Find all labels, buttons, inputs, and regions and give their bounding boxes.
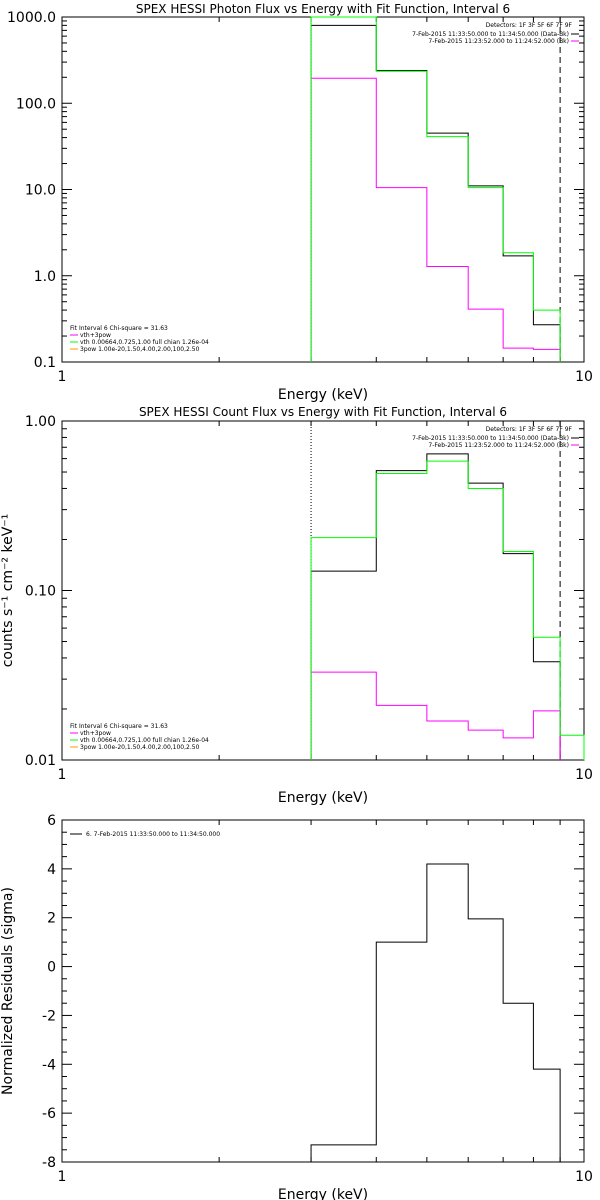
legend-right-text-2: 7-Feb-2015 11:23:52.000 to 11:24:52.000 … (428, 38, 569, 45)
y-tick-label--8: -8 (42, 1155, 56, 1171)
y-tick-label-10.0: 10.0 (25, 183, 56, 199)
legend-right-text-2: 7-Feb-2015 11:23:52.000 to 11:24:52.000 … (428, 442, 569, 449)
legend-right-text-1: 7-Feb-2015 11:33:50.000 to 11:34:50.000 … (412, 31, 569, 38)
legend-right-text-1: 7-Feb-2015 11:33:50.000 to 11:34:50.000 … (412, 435, 569, 442)
y-tick-label-0.10: 0.10 (25, 584, 56, 600)
y-tick-label--2: -2 (42, 1008, 56, 1024)
y-tick-label-2: 2 (47, 911, 56, 927)
legend-left-text-4: 3pow 1.00e-20,1.50,4.00,2.00,100,2.50 (80, 744, 200, 751)
x-tick-label-1: 1 (58, 369, 67, 385)
y-tick-label-1.00: 1.00 (25, 414, 56, 430)
x-tick-label-10: 10 (575, 369, 593, 385)
panel-3: 1 10 6 4 2 0 -2 -4 -6 -8 Energy (keV) Normalized Re… (0, 813, 593, 1200)
x-axis-label: Energy (keV) (278, 790, 368, 806)
panel-2: 1 10 1.00 0.10 0.01 SPEX HESSI Count Flux vs … (0, 405, 593, 806)
panel-1: 1 10 1000.0 100.0 10.0 1.0 0.1 SPEX HESSI Photo… (7, 2, 593, 403)
series-vth-3pow-line (310, 16, 561, 362)
plot-frame (61, 16, 585, 363)
series-bk-line (310, 77, 561, 362)
x-tick-label-1: 1 (58, 1169, 67, 1185)
y-tick-label--6: -6 (42, 1106, 56, 1122)
plot-frame (61, 420, 585, 761)
y-tick-label--4: -4 (42, 1057, 56, 1073)
series-vth-3pow-line (310, 460, 585, 760)
legend-left-text-4: 3pow 1.00e-20,1.50,4.00,2.00,100,2.50 (80, 346, 200, 353)
chart-title: SPEX HESSI Photon Flux vs Energy with Fi… (136, 2, 510, 16)
y-tick-label-1.0: 1.0 (34, 269, 56, 285)
y-tick-label-0.1: 0.1 (34, 355, 56, 371)
series-data-bk-line (310, 453, 561, 760)
plot-frame (61, 819, 585, 1163)
y-tick-label-1000.0: 1000.0 (7, 10, 56, 26)
legend-left-text-2: vth+3pow (80, 730, 111, 737)
x-tick-label-10: 10 (575, 1169, 593, 1185)
y-tick-label-4: 4 (47, 862, 56, 878)
x-tick-label-10: 10 (575, 767, 593, 783)
series-residuals-line (310, 863, 561, 1162)
series-bk-line (310, 671, 561, 760)
detectors-text: Detectors: 1F 3F 5F 6F 7F 9F (486, 426, 573, 433)
y-axis-label: counts s⁻¹ cm⁻² keV⁻¹ (0, 514, 16, 668)
legend-left-text-2: vth+3pow (80, 332, 111, 339)
legend-left-text-1: 6. 7-Feb-2015 11:33:50.000 to 11:34:50.0… (86, 831, 220, 838)
x-axis-label: Energy (keV) (278, 1187, 368, 1200)
y-axis-label: Normalized Residuals (sigma) (0, 887, 16, 1095)
legend-left-text-3: vth 0.00664,0.725,1.00 full chian 1.26e-… (80, 737, 209, 744)
series-data-bk-line (310, 24, 561, 362)
x-tick-label-1: 1 (58, 767, 67, 783)
legend-left-text-1: Fit Interval 6 Chi-square = 31.63 (70, 723, 168, 730)
detectors-text: Detectors: 1F 3F 5F 6F 7F 9F (486, 22, 573, 29)
y-tick-label-0.01: 0.01 (25, 753, 56, 769)
legend-left-text-3: vth 0.00664,0.725,1.00 full chian 1.26e-… (80, 339, 209, 346)
y-tick-label-6: 6 (47, 813, 56, 829)
x-axis-label: Energy (keV) (278, 387, 368, 403)
legend-left-text-1: Fit Interval 6 Chi-square = 31.63 (70, 325, 168, 332)
chart-title: SPEX HESSI Count Flux vs Energy with Fit… (139, 405, 507, 419)
y-tick-label-100.0: 100.0 (16, 96, 56, 112)
y-tick-label-0: 0 (47, 960, 56, 976)
